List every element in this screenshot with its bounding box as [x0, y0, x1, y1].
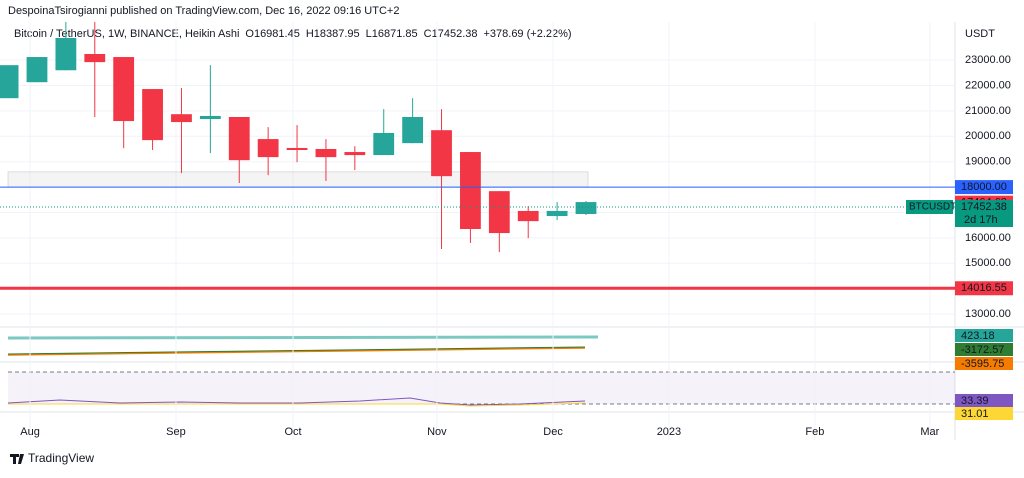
x-tick-label: Feb [805, 426, 824, 438]
x-tick-label: Mar [920, 426, 939, 438]
candle-body [575, 202, 597, 215]
legend-symbol: Bitcoin / TetherUS, 1W, BINANCE, Heikin … [14, 28, 239, 40]
y-tick-label: 13000.00 [965, 308, 1011, 320]
indicator-tag [955, 407, 1013, 420]
price-tag-label: 17452.38 [961, 201, 1007, 213]
publisher: DespoinaTsirogianni published on Trading… [8, 5, 399, 17]
indicator-label: 31.01 [961, 408, 989, 420]
candle-body [431, 130, 452, 177]
x-tick-label: 2023 [657, 426, 681, 438]
candle-body [517, 210, 539, 222]
tv-logo [10, 454, 24, 464]
y-tick-label: 21000.00 [965, 105, 1011, 117]
indicator-label: -3172.57 [961, 344, 1004, 356]
price-tag [906, 199, 953, 214]
candle-body [55, 38, 77, 71]
price-tag-label: 14016.55 [961, 282, 1007, 294]
legend-value: L16871.85 [366, 28, 418, 40]
legend-value: C17452.38 [424, 28, 478, 40]
y-tick-label: 22000.00 [965, 79, 1011, 91]
rsi-band [8, 372, 955, 404]
symbol-tag: BTCUSDT [909, 202, 956, 213]
candle-body [257, 139, 279, 158]
price-tag [955, 281, 1013, 296]
candle-body [488, 191, 510, 234]
candle-body [460, 152, 481, 229]
candle-body [402, 116, 424, 144]
candle-body [344, 152, 366, 156]
legend-value: +378.69 (+2.22%) [483, 28, 571, 40]
indicator-tag [955, 343, 1013, 356]
candle-body [373, 132, 395, 156]
candle-body [0, 65, 19, 99]
candle-body [142, 89, 163, 141]
indicator-line [7, 347, 586, 356]
countdown: 2d 17h [964, 214, 998, 226]
x-tick-label: Sep [166, 426, 186, 438]
footer-brand: TradingView [28, 451, 94, 465]
indicator-tag [955, 329, 1013, 342]
zone [7, 171, 589, 188]
indicator-line [7, 335, 599, 340]
candle-body [228, 116, 250, 161]
price-tag [955, 180, 1013, 195]
legend-value: O16981.45 [245, 28, 299, 40]
x-tick-label: Nov [427, 426, 447, 438]
candle-body [199, 115, 221, 120]
legend-value: H18387.95 [306, 28, 360, 40]
currency-label: USDT [965, 28, 995, 40]
price-tag-label: 18000.00 [961, 181, 1007, 193]
y-tick-label: 15000.00 [965, 257, 1011, 269]
y-tick-label: 20000.00 [965, 130, 1011, 142]
y-tick-label: 16000.00 [965, 232, 1011, 244]
x-tick-label: Dec [543, 426, 563, 438]
indicator-tag [955, 394, 1013, 407]
rsi-line [7, 397, 586, 406]
candle-body [315, 148, 337, 158]
indicator-line [7, 346, 586, 355]
candle-body [26, 57, 48, 83]
candle-body [546, 210, 568, 217]
price-tag [955, 199, 1013, 227]
plot [0, 22, 597, 253]
candle-body [286, 147, 308, 151]
indicator-label: 33.39 [961, 395, 989, 407]
rsi-ma [8, 402, 586, 407]
candle-body [171, 114, 192, 123]
indicator-label: -3595.75 [961, 358, 1004, 370]
legend: Bitcoin / TetherUS, 1W, BINANCE, Heikin … [14, 28, 572, 40]
y-tick-label: 23000.00 [965, 54, 1011, 66]
indicator-tag [955, 357, 1013, 370]
indicator-label: 423.18 [961, 330, 995, 342]
x-tick-label: Aug [20, 426, 40, 438]
candle-body [84, 54, 106, 63]
candle-body [113, 57, 135, 122]
y-tick-label: 19000.00 [965, 156, 1011, 168]
x-tick-label: Oct [284, 426, 301, 438]
